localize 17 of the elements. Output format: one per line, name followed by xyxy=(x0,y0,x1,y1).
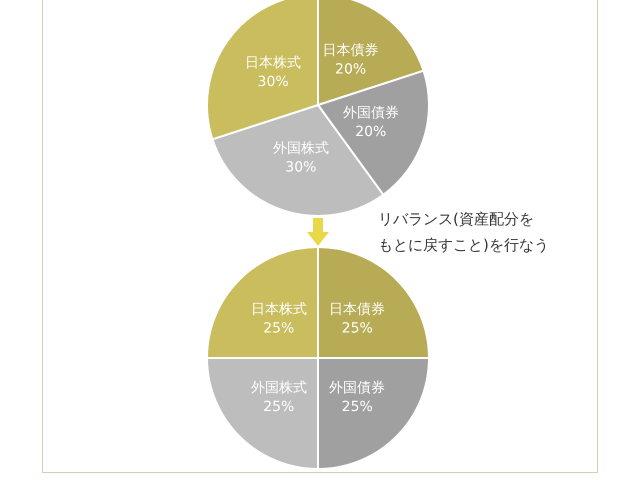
data-label: 20% xyxy=(335,62,366,78)
data-label: 25% xyxy=(342,320,373,336)
slice-label: 外国株式 xyxy=(250,380,307,396)
data-label: 20% xyxy=(355,124,386,140)
slice-label: 日本株式 xyxy=(245,55,302,72)
data-label: 30% xyxy=(285,159,316,176)
text: リバランス(資産配分をもとに戻すこと)を行なう xyxy=(378,209,550,256)
slice-label: 日本債券 xyxy=(329,301,386,318)
slice-label: 外国株式 xyxy=(272,140,329,156)
data-label: 30% xyxy=(258,74,289,90)
slice-label: 外国債券 xyxy=(342,104,399,121)
data-label: 25% xyxy=(263,320,294,336)
slice-label: 日本債券 xyxy=(322,42,379,59)
slice-label: 外国債券 xyxy=(329,380,386,396)
data-label: 25% xyxy=(342,398,373,415)
slice-label: 日本株式 xyxy=(250,301,307,318)
data-label: 25% xyxy=(263,398,294,415)
